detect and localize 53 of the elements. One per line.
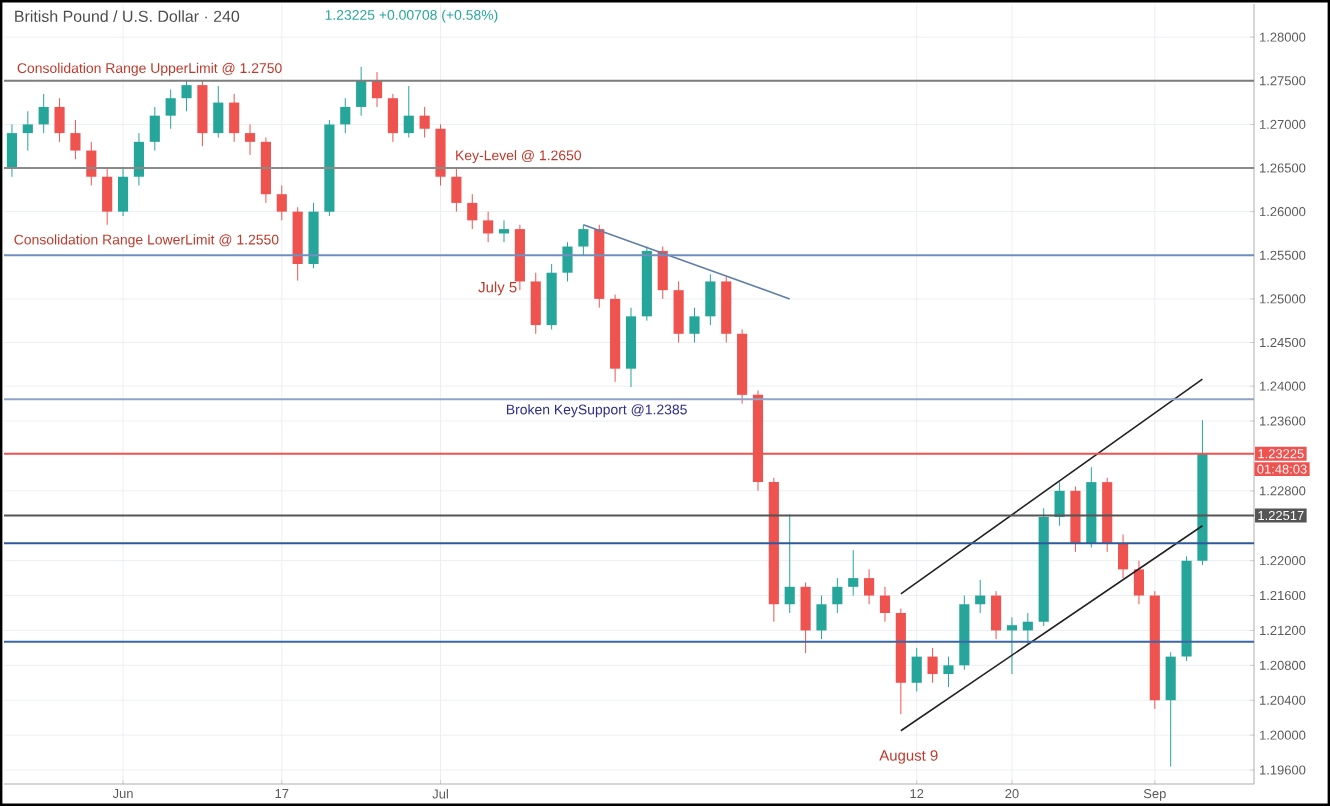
candlestick — [864, 568, 875, 605]
candlestick — [975, 579, 986, 614]
candlestick — [816, 595, 827, 640]
candlestick — [419, 106, 430, 138]
candlestick — [848, 549, 859, 597]
candlestick — [578, 224, 589, 256]
candlestick — [117, 167, 129, 217]
candlestick — [911, 647, 922, 693]
candlestick — [149, 106, 160, 152]
candlestick — [340, 97, 351, 134]
candlestick — [22, 110, 33, 152]
candlestick — [673, 280, 684, 344]
candlestick — [165, 88, 176, 130]
candlestick — [387, 93, 398, 143]
candlestick — [133, 132, 144, 186]
candlestick — [530, 272, 541, 335]
candlestick — [927, 647, 938, 684]
candlestick — [181, 79, 192, 112]
candlestick — [1006, 616, 1018, 675]
candlestick — [86, 141, 97, 186]
candlestick — [1165, 651, 1176, 768]
candlestick — [102, 167, 113, 226]
candlestick — [229, 93, 240, 143]
candlestick — [403, 85, 414, 138]
candlestick — [657, 246, 668, 300]
candlestick — [38, 93, 49, 134]
candlestick — [1054, 481, 1065, 527]
candlestick — [784, 513, 795, 614]
candlestick — [467, 193, 478, 230]
candlestick — [356, 66, 367, 117]
candlestick — [991, 590, 1002, 640]
candlestick — [1022, 612, 1033, 645]
candlestick — [451, 167, 462, 213]
candlestick — [6, 123, 18, 178]
candlestick — [705, 273, 716, 326]
candlestick — [276, 184, 287, 221]
candlestick — [943, 656, 954, 688]
candlestick — [832, 577, 843, 614]
candlestick — [54, 97, 65, 143]
candlestick — [800, 581, 811, 654]
candlestick — [371, 71, 383, 108]
candlestick — [70, 119, 81, 160]
candlestick — [1117, 533, 1129, 579]
candlestick — [197, 80, 208, 147]
candlestick — [435, 123, 446, 186]
candlestick — [879, 586, 891, 623]
candlestick — [1133, 560, 1145, 605]
candlestick — [213, 85, 224, 138]
candlestick — [483, 211, 494, 243]
candlestick — [689, 307, 700, 344]
candlestick — [562, 241, 573, 282]
candlestick — [244, 123, 256, 156]
candlestick — [498, 219, 510, 243]
